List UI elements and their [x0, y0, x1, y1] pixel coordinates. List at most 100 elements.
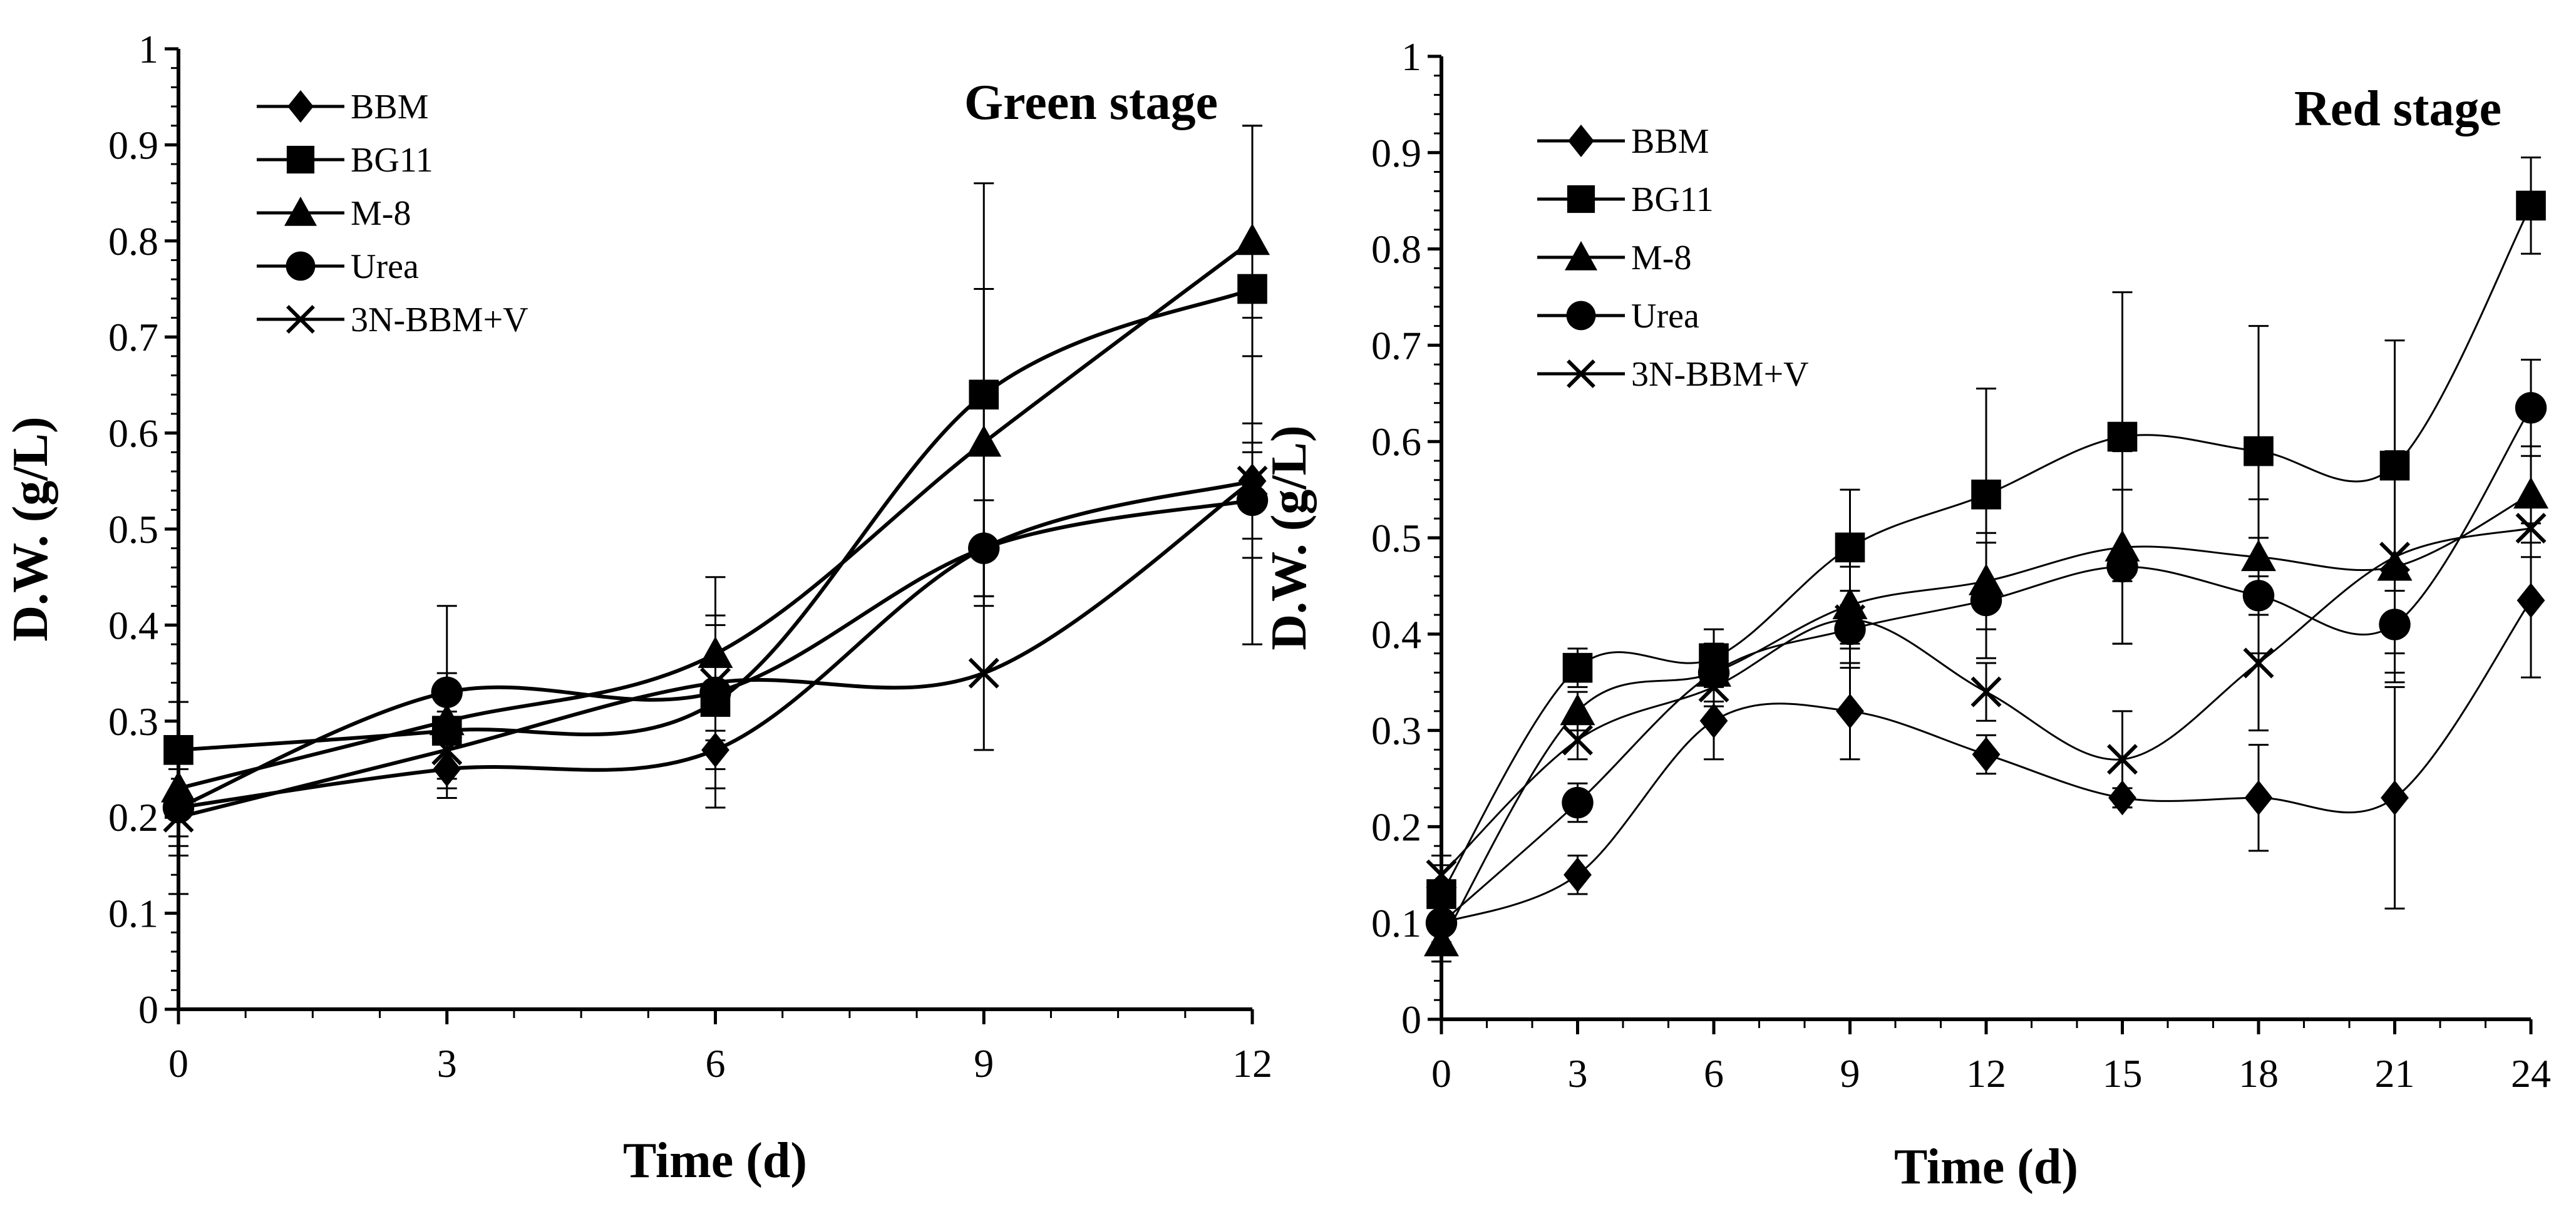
legend-label: 3N-BBM+V: [351, 301, 528, 339]
y-tick-label: 0.5: [108, 507, 158, 552]
data-point-3n-bbm-v: [431, 734, 463, 766]
legend-item-m-8: M-8: [1537, 239, 1691, 277]
legend-marker-bbm: [287, 90, 314, 123]
y-tick-label: 0: [1401, 997, 1421, 1042]
data-point-bg11: [1562, 652, 1593, 683]
legend-item-urea: Urea: [257, 247, 419, 286]
data-point-urea: [968, 532, 1000, 564]
data-point-urea: [431, 676, 463, 708]
legend-item-3n-bbm-v: 3N-BBM+V: [257, 301, 528, 339]
data-point-3n-bbm-v: [1562, 724, 1594, 756]
x-tick-label: 9: [974, 1041, 994, 1086]
x-tick-label: 3: [1568, 1051, 1588, 1096]
y-tick-label: 0.3: [108, 699, 158, 744]
data-point-3n-bbm-v: [2515, 513, 2547, 544]
y-tick-label: 1: [138, 27, 158, 71]
legend-marker-urea: [1566, 301, 1596, 331]
data-point-3n-bbm-v: [699, 667, 731, 698]
data-point-m-8: [1235, 223, 1270, 255]
legend-label: BG11: [351, 141, 433, 180]
x-tick-label: 12: [1232, 1041, 1272, 1086]
legend-marker-3n-bbm-v: [286, 305, 315, 334]
legend-item-bbm: BBM: [257, 88, 429, 126]
series-line-m-8: [178, 239, 1254, 791]
data-point-bbm: [2381, 780, 2409, 816]
legend-marker-bg11: [1567, 185, 1595, 214]
legend: BBM BG11 M-8 Urea 3N-BBM+V: [1537, 122, 1809, 394]
legend-label: 3N-BBM+V: [1631, 355, 1809, 394]
y-tick-label: 0.6: [108, 411, 158, 456]
legend-item-urea: Urea: [1537, 297, 1699, 336]
y-tick-label: 1: [1401, 34, 1421, 79]
x-tick-label: 21: [2375, 1051, 2415, 1096]
data-point-m-8: [966, 424, 1002, 457]
y-tick-label: 0.2: [1371, 805, 1421, 849]
data-point-urea: [1425, 907, 1458, 939]
y-tick-label: 0.9: [108, 123, 158, 167]
data-point-bg11: [1835, 532, 1865, 563]
x-axis-title: Time (d): [1894, 1140, 2078, 1195]
y-tick-label: 0.1: [1371, 901, 1421, 945]
data-point-3n-bbm-v: [1971, 676, 2002, 707]
legend-label: Urea: [351, 247, 419, 286]
data-point-urea: [1970, 584, 2002, 617]
data-point-3n-bbm-v: [1237, 465, 1268, 496]
data-point-bbm: [2244, 780, 2273, 816]
y-tick-label: 0.7: [1371, 323, 1421, 368]
legend-marker-m-8: [1565, 241, 1597, 270]
y-tick-label: 0.2: [108, 795, 158, 840]
x-tick-label: 6: [1704, 1051, 1724, 1096]
legend-marker-3n-bbm-v: [1567, 359, 1595, 388]
series-3n-bbm-v: [163, 317, 1268, 895]
legend-marker-urea: [286, 251, 316, 281]
legend-item-bbm: BBM: [1537, 122, 1709, 161]
x-axis-title: Time (d): [623, 1133, 807, 1188]
legend-item-3n-bbm-v: 3N-BBM+V: [1537, 355, 1809, 394]
data-point-3n-bbm-v: [2106, 744, 2138, 775]
x-tick-label: 12: [1966, 1051, 2006, 1096]
data-point-3n-bbm-v: [968, 657, 999, 689]
legend: BBM BG11 M-8 Urea 3N-BBM+V: [257, 88, 528, 339]
data-point-bg11: [2516, 190, 2546, 221]
data-point-bg11: [2107, 421, 2138, 452]
legend-label: Urea: [1631, 297, 1699, 336]
y-tick-label: 0: [138, 987, 158, 1032]
data-point-bbm: [1836, 693, 1864, 729]
legend-item-m-8: M-8: [257, 194, 411, 233]
data-point-urea: [2515, 392, 2547, 424]
y-tick-label: 0.1: [108, 892, 158, 936]
y-tick-label: 0.8: [108, 219, 158, 264]
y-tick-label: 0.3: [1371, 709, 1421, 753]
data-point-bbm: [1699, 703, 1728, 739]
y-tick-label: 0.7: [108, 315, 158, 359]
data-point-3n-bbm-v: [2243, 647, 2274, 679]
data-point-bbm: [1972, 737, 2001, 773]
data-point-3n-bbm-v: [1834, 604, 1866, 635]
y-tick-label: 0.4: [1371, 612, 1421, 657]
legend-item-bg11: BG11: [257, 141, 433, 180]
legend-label: BBM: [1631, 122, 1709, 161]
y-axis-title: D.W. (g/L): [1262, 425, 1317, 650]
x-tick-label: 18: [2239, 1051, 2279, 1096]
data-point-3n-bbm-v: [1698, 671, 1729, 702]
data-point-3n-bbm-v: [163, 801, 194, 833]
x-tick-label: 0: [168, 1041, 188, 1086]
y-axis-title: D.W. (g/L): [3, 416, 58, 641]
data-point-bg11: [2244, 436, 2274, 466]
legend-label: M-8: [351, 194, 411, 233]
x-tick-label: 15: [2103, 1051, 2143, 1096]
data-point-bbm: [1564, 857, 1592, 893]
green-stage-panel: 0 0.1 0.2 0.3 0.4 0.5 0.6 0.7 0.8 0.9 1 0 3 6 9 12 Time …: [3, 27, 1272, 1188]
series-urea: [1425, 358, 2547, 944]
x-tick-label: 24: [2511, 1051, 2551, 1096]
y-tick-label: 0.4: [108, 603, 158, 647]
data-point-m-8: [1560, 693, 1595, 726]
y-tick-label: 0.9: [1371, 131, 1421, 175]
legend-label: BBM: [351, 88, 429, 126]
legend-item-bg11: BG11: [1537, 180, 1714, 219]
data-point-bg11: [1971, 479, 2001, 510]
x-tick-label: 9: [1840, 1051, 1860, 1096]
data-point-bbm: [2517, 582, 2545, 618]
stage-title: Green stage: [964, 75, 1218, 130]
